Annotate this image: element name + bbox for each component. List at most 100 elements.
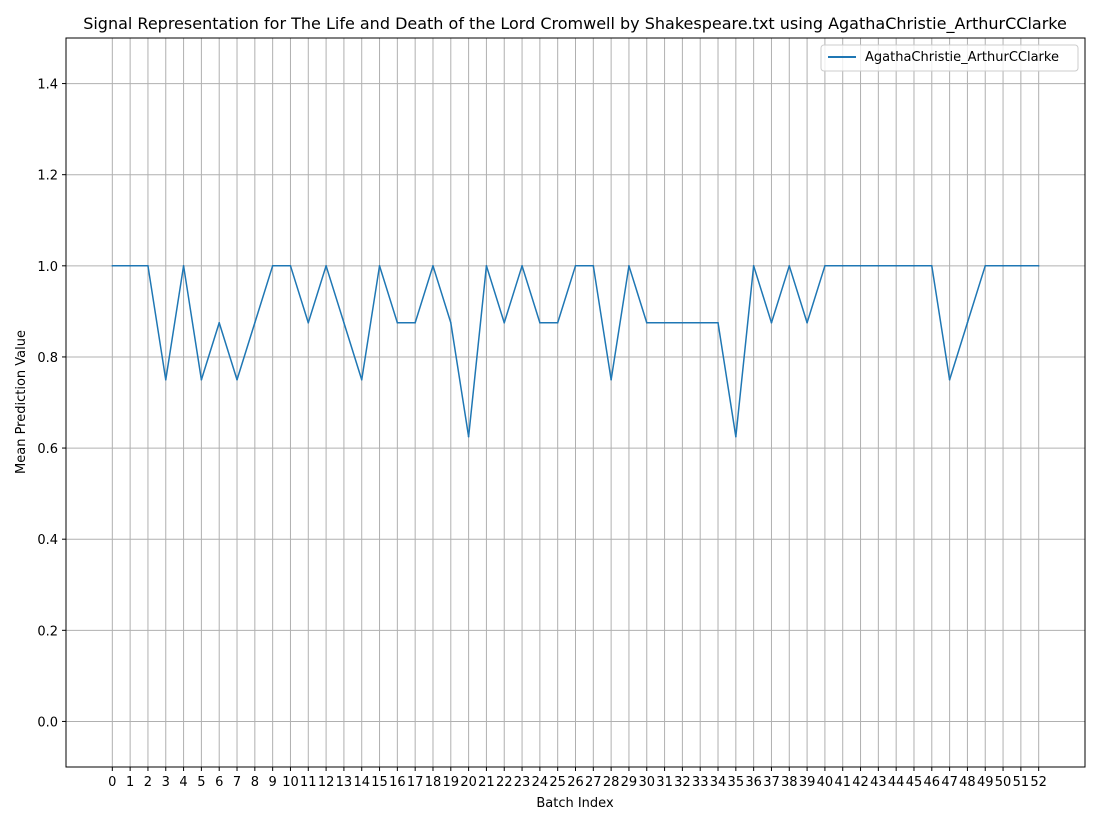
x-tick-label: 2 <box>144 775 152 790</box>
data-point <box>556 321 559 324</box>
data-point <box>414 321 416 324</box>
x-tick-label: 24 <box>532 775 549 790</box>
data-point <box>645 321 648 324</box>
x-tick-label: 9 <box>269 775 277 790</box>
data-point <box>360 378 363 381</box>
x-tick-label: 43 <box>870 775 887 790</box>
x-tick-label: 13 <box>336 775 353 790</box>
data-point <box>628 265 630 267</box>
legend-box <box>820 44 1079 72</box>
x-tick-label: 23 <box>514 775 531 790</box>
y-tick-label: 0.6 <box>37 442 58 457</box>
data-point <box>1037 265 1040 267</box>
x-tick-label: 18 <box>425 775 442 790</box>
grid-lines <box>66 38 1085 767</box>
data-point <box>449 321 452 324</box>
data-point <box>485 265 488 267</box>
data-point <box>307 321 310 324</box>
data-point <box>1002 265 1004 267</box>
data-point <box>895 265 897 267</box>
data-point <box>521 265 523 267</box>
x-tick-label: 39 <box>799 775 816 790</box>
x-tick-label: 22 <box>496 775 513 790</box>
data-point <box>129 265 131 267</box>
x-tick-label: 36 <box>745 775 762 790</box>
x-tick-label: 0 <box>108 775 116 790</box>
x-tick-label: 33 <box>692 775 709 790</box>
data-point <box>770 321 773 324</box>
x-tick-label: 49 <box>977 775 994 790</box>
data-point <box>824 265 826 267</box>
x-tick-label: 40 <box>817 775 834 790</box>
data-point <box>859 265 862 267</box>
x-tick-label: 15 <box>371 775 388 790</box>
x-tick-label: 46 <box>924 775 941 790</box>
data-point <box>966 321 969 324</box>
x-tick-label: 51 <box>1013 775 1030 790</box>
x-tick-label: 5 <box>197 775 205 790</box>
series-layer <box>111 265 1040 438</box>
x-axis-label: Batch Index <box>536 796 614 811</box>
x-tick-label: 41 <box>834 775 851 790</box>
x-tick-label: 44 <box>888 775 905 790</box>
x-tick-label: 52 <box>1030 775 1047 790</box>
data-point <box>806 321 808 324</box>
x-tick-label: 4 <box>179 775 187 790</box>
data-point <box>396 321 399 324</box>
x-tick-label: 32 <box>674 775 691 790</box>
x-tick-label: 27 <box>585 775 602 790</box>
x-tick-label: 17 <box>407 775 424 790</box>
x-tick-label: 1 <box>126 775 134 790</box>
y-tick-label: 0.2 <box>37 624 58 639</box>
data-point <box>164 378 167 381</box>
data-point <box>539 321 541 324</box>
data-point <box>592 265 595 267</box>
data-point <box>681 321 684 324</box>
x-tick-label: 26 <box>567 775 584 790</box>
x-tick-label: 34 <box>710 775 727 790</box>
data-point <box>930 265 933 267</box>
data-point <box>236 378 238 381</box>
data-point <box>699 321 702 324</box>
x-tick-label: 28 <box>603 775 620 790</box>
legend-entry-label: AgathaChristie_ArthurCClarke <box>865 50 1059 65</box>
x-tick-label: 37 <box>763 775 780 790</box>
y-tick-label: 1.0 <box>37 260 58 275</box>
y-tick-label: 0.4 <box>37 533 58 548</box>
data-point <box>378 265 381 267</box>
y-tick-label: 0.0 <box>37 715 58 730</box>
data-point <box>735 435 737 438</box>
data-point <box>752 265 755 267</box>
data-point <box>948 378 951 381</box>
data-point <box>254 321 256 324</box>
x-tick-label: 12 <box>318 775 335 790</box>
x-tick-label: 3 <box>162 775 170 790</box>
x-tick-label: 29 <box>621 775 638 790</box>
x-tick-label: 25 <box>549 775 566 790</box>
y-tick-label: 0.8 <box>37 351 58 366</box>
x-tick-label: 16 <box>389 775 406 790</box>
data-point <box>200 378 203 381</box>
data-point <box>503 321 506 324</box>
data-point <box>289 265 292 267</box>
data-point <box>610 378 612 381</box>
x-tick-label: 7 <box>233 775 241 790</box>
data-point <box>147 265 149 267</box>
x-tick-label: 6 <box>215 775 223 790</box>
data-point <box>1020 265 1022 267</box>
x-tick-label: 45 <box>906 775 923 790</box>
x-tick-label: 14 <box>353 775 370 790</box>
x-tick-label: 47 <box>941 775 958 790</box>
x-tick-label: 11 <box>300 775 317 790</box>
data-point <box>325 265 327 267</box>
y-axis-label: Mean Prediction Value <box>14 330 29 474</box>
x-tick-label: 30 <box>638 775 655 790</box>
data-point <box>877 265 880 267</box>
x-tick-label: 50 <box>995 775 1012 790</box>
data-point <box>182 265 185 267</box>
legend: AgathaChristie_ArthurCClarke <box>820 44 1079 72</box>
data-point <box>841 265 844 267</box>
data-point <box>717 321 719 324</box>
data-point <box>984 265 987 267</box>
